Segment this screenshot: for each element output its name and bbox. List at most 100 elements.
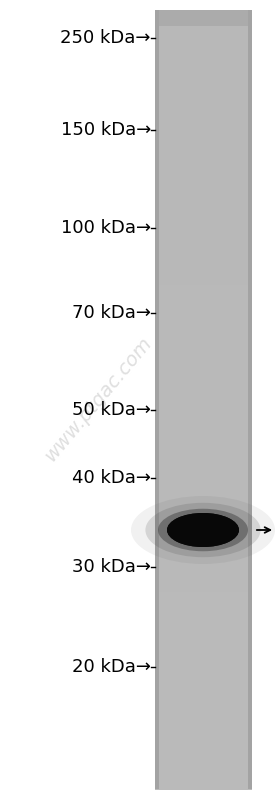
Bar xyxy=(155,407,252,411)
Bar xyxy=(155,249,252,252)
Bar xyxy=(155,319,252,322)
Bar xyxy=(155,308,252,312)
Ellipse shape xyxy=(167,513,239,547)
Bar xyxy=(155,649,252,652)
Bar xyxy=(155,239,252,241)
Bar xyxy=(155,148,252,151)
Bar xyxy=(155,755,252,758)
Bar xyxy=(155,529,252,532)
Bar xyxy=(155,34,252,37)
Bar xyxy=(155,44,252,47)
Bar xyxy=(155,477,252,480)
Bar xyxy=(155,389,252,392)
Bar xyxy=(155,129,252,133)
Bar xyxy=(155,142,252,145)
Bar xyxy=(155,657,252,660)
Bar xyxy=(155,543,252,546)
Text: 40 kDa→: 40 kDa→ xyxy=(72,469,151,487)
Bar xyxy=(155,169,252,172)
Bar xyxy=(155,127,252,130)
Bar xyxy=(155,672,252,675)
Bar xyxy=(155,277,252,280)
Bar xyxy=(155,256,252,260)
Bar xyxy=(155,693,252,696)
Bar xyxy=(155,576,252,579)
Bar xyxy=(155,387,252,390)
Bar xyxy=(155,734,252,737)
Text: 50 kDa→: 50 kDa→ xyxy=(72,401,151,419)
Bar xyxy=(155,589,252,592)
Bar xyxy=(155,726,252,729)
Bar xyxy=(155,597,252,600)
Bar xyxy=(155,475,252,478)
Bar xyxy=(155,267,252,270)
Bar xyxy=(155,480,252,483)
Bar xyxy=(155,73,252,75)
Bar xyxy=(155,591,252,594)
Bar xyxy=(155,776,252,779)
Bar xyxy=(155,688,252,691)
Bar xyxy=(155,208,252,210)
Bar xyxy=(155,200,252,203)
Bar xyxy=(155,643,252,646)
Bar xyxy=(155,337,252,340)
Bar xyxy=(155,231,252,234)
Bar xyxy=(155,327,252,330)
Bar xyxy=(155,348,252,351)
Bar xyxy=(155,210,252,213)
Bar xyxy=(155,435,252,439)
Bar xyxy=(155,213,252,216)
Bar xyxy=(155,607,252,610)
Bar xyxy=(155,171,252,174)
Bar xyxy=(155,701,252,704)
Bar xyxy=(155,594,252,598)
Bar xyxy=(155,711,252,714)
Bar xyxy=(155,324,252,328)
Bar xyxy=(155,584,252,587)
Bar xyxy=(155,626,252,629)
Bar xyxy=(155,244,252,247)
Bar xyxy=(155,111,252,114)
Bar xyxy=(155,57,252,60)
Bar xyxy=(155,563,252,566)
Bar xyxy=(155,737,252,740)
Ellipse shape xyxy=(167,513,239,547)
Text: 150 kDa→: 150 kDa→ xyxy=(61,121,151,139)
Bar xyxy=(155,293,252,296)
Bar xyxy=(155,163,252,166)
Bar xyxy=(155,23,252,26)
Bar xyxy=(155,98,252,101)
Bar xyxy=(155,137,252,141)
Bar xyxy=(155,781,252,785)
Bar xyxy=(155,778,252,781)
Bar xyxy=(155,132,252,135)
Bar xyxy=(155,353,252,356)
Bar xyxy=(155,254,252,257)
Bar xyxy=(155,36,252,39)
Bar xyxy=(155,493,252,496)
Bar xyxy=(155,485,252,488)
Bar xyxy=(155,88,252,91)
Bar xyxy=(155,439,252,442)
Bar xyxy=(155,161,252,164)
Bar xyxy=(155,654,252,657)
Bar xyxy=(155,70,252,73)
Bar xyxy=(155,392,252,395)
Bar xyxy=(155,125,252,127)
Bar xyxy=(155,581,252,584)
Bar xyxy=(155,467,252,470)
Bar xyxy=(155,449,252,452)
Bar xyxy=(155,31,252,34)
Bar xyxy=(155,18,252,21)
Bar xyxy=(155,236,252,239)
Bar xyxy=(155,150,252,153)
Bar xyxy=(155,343,252,345)
Bar xyxy=(155,233,252,237)
Bar xyxy=(155,685,252,688)
Bar xyxy=(155,381,252,384)
Bar xyxy=(155,506,252,509)
Bar xyxy=(248,10,252,789)
Bar xyxy=(155,340,252,343)
Bar xyxy=(155,296,252,299)
Bar xyxy=(155,54,252,58)
